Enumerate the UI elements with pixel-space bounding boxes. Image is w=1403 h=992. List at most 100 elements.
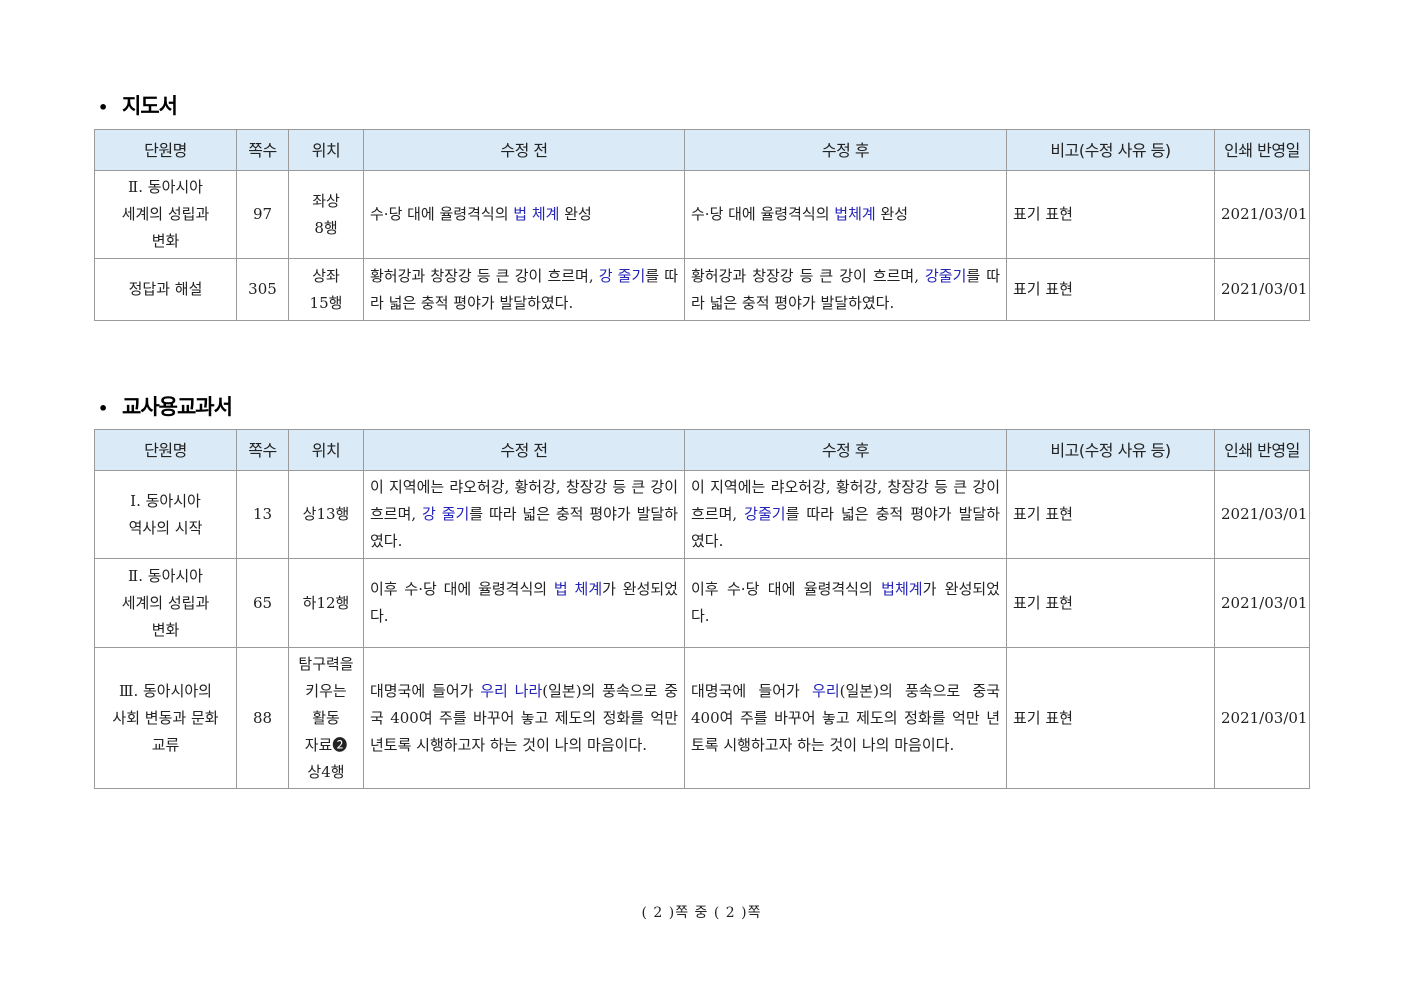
- before-cell: 이 지역에는 랴오허강, 황허강, 창장강 등 큰 강이 흐르며, 강 줄기를 …: [363, 470, 685, 559]
- table-row: Ⅰ. 동아시아 역사의 시작 13 상13행 이 지역에는 랴오허강, 황허강, 창장강…: [94, 470, 1310, 559]
- unit-line: 세계의 성립과: [121, 593, 210, 612]
- after-highlight: 우리: [812, 681, 840, 700]
- before-pre: 대명국에 들어가: [370, 681, 481, 700]
- print-date-cell: 2021/03/01: [1214, 558, 1310, 648]
- position-line: 상4행: [307, 762, 345, 781]
- unit-line: Ⅱ. 동아시아: [128, 566, 203, 585]
- unit-line: Ⅰ. 동아시아: [130, 491, 201, 510]
- after-cell: 이 지역에는 랴오허강, 황허강, 창장강 등 큰 강이 흐르며, 강줄기를 따…: [684, 470, 1007, 559]
- unit-line: 사회 변동과 문화: [112, 708, 219, 727]
- unit-line: 역사의 시작: [128, 518, 203, 537]
- print-date-cell: 2021/03/01: [1214, 470, 1310, 559]
- after-cell: 수·당 대에 율령격식의 법체계 완성: [684, 170, 1007, 259]
- unit-cell: Ⅲ. 동아시아의 사회 변동과 문화 교류: [94, 647, 237, 789]
- position-line: 좌상: [312, 191, 340, 210]
- before-pre: 수·당 대에 율령격식의: [370, 205, 514, 223]
- position-cell: 하12행: [288, 558, 364, 648]
- after-pre: 수·당 대에 율령격식의: [691, 205, 835, 223]
- revision-table-teacher-textbook: 단원명 쪽수 위치 수정 전 수정 후 비고(수정 사유 등) 인쇄 반영일 Ⅰ…: [94, 429, 1310, 789]
- unit-line: 변화: [151, 232, 180, 250]
- note-cell: 표기 표현: [1006, 470, 1215, 559]
- before-cell: 황허강과 창장강 등 큰 강이 흐르며, 강 줄기를 따라 넓은 충적 평야가 …: [363, 258, 685, 321]
- position-line: 8행: [314, 218, 338, 237]
- before-pre: 이후 수·당 대에 율령격식의: [370, 580, 554, 598]
- table-header-row: 단원명 쪽수 위치 수정 전 수정 후 비고(수정 사유 등) 인쇄 반영일: [94, 429, 1310, 471]
- before-pre: 황허강과 창장강 등 큰 강이 흐르며,: [370, 266, 599, 285]
- table-row: 정답과 해설 305 상좌 15행 황허강과 창장강 등 큰 강이 흐르며, 강 줄기를…: [94, 258, 1310, 321]
- position-cell: 좌상 8행: [288, 170, 364, 259]
- header-after: 수정 후: [684, 429, 1007, 471]
- unit-line: Ⅱ. 동아시아: [128, 178, 203, 196]
- after-post: 를 따라 넓은 충적 평야가 발달하였다.: [691, 505, 1000, 550]
- before-highlight: 강 줄기: [422, 505, 470, 523]
- before-post: 를 따라 넓은 충적 평야가 발달하였다.: [370, 505, 678, 550]
- note-cell: 표기 표현: [1006, 558, 1215, 648]
- before-highlight: 법 체계: [513, 205, 560, 223]
- after-cell: 황허강과 창장강 등 큰 강이 흐르며, 강줄기를 따라 넓은 충적 평야가 발…: [684, 258, 1007, 321]
- header-before: 수정 전: [363, 129, 685, 171]
- print-date-cell: 2021/03/01: [1214, 170, 1310, 259]
- header-after: 수정 후: [684, 129, 1007, 171]
- position-line: 활동: [312, 708, 340, 727]
- after-highlight: 강줄기: [924, 266, 967, 285]
- section-title-guidebook: • 지도서: [98, 94, 178, 118]
- revision-table-guidebook: 단원명 쪽수 위치 수정 전 수정 후 비고(수정 사유 등) 인쇄 반영일 Ⅱ…: [94, 129, 1310, 321]
- after-cell: 이후 수·당 대에 율령격식의 법체계가 완성되었다.: [684, 558, 1007, 648]
- position-line: 하12행: [302, 593, 350, 612]
- unit-line: 변화: [151, 620, 180, 639]
- header-position: 위치: [288, 429, 364, 471]
- before-post: 완성: [559, 205, 592, 223]
- bullet-icon: •: [98, 97, 108, 117]
- page-cell: 13: [236, 470, 289, 559]
- header-before: 수정 전: [363, 429, 685, 471]
- after-post: (일본)의 풍속으로 중국 400여 주를 바꾸어 놓고 제도의 정화를 억만 …: [691, 681, 1000, 754]
- position-line: 탐구력을: [298, 654, 354, 673]
- print-date-cell: 2021/03/01: [1214, 647, 1310, 789]
- position-line: 키우는: [305, 681, 347, 700]
- before-highlight: 우리 나라: [480, 681, 543, 700]
- header-note: 비고(수정 사유 등): [1006, 429, 1215, 471]
- header-unit: 단원명: [94, 129, 237, 171]
- after-pre: 황허강과 창장강 등 큰 강이 흐르며,: [691, 266, 925, 285]
- bullet-icon: •: [98, 398, 108, 418]
- before-pre: 이 지역에는 랴오허강, 황허강, 창장강 등 큰 강이 흐르며,: [370, 478, 678, 523]
- note-cell: 표기 표현: [1006, 258, 1215, 321]
- after-highlight: 법체계: [881, 580, 923, 598]
- before-post: 를 따라 넓은 충적 평야가 발달하였다.: [370, 266, 678, 312]
- unit-line: Ⅲ. 동아시아의: [118, 681, 212, 700]
- after-post: 가 완성되었다.: [691, 580, 1000, 625]
- after-post: 완성: [875, 205, 909, 223]
- header-print-date: 인쇄 반영일: [1214, 129, 1310, 171]
- after-highlight: 법체계: [834, 205, 876, 223]
- header-page: 쪽수: [236, 129, 289, 171]
- after-pre: 이후 수·당 대에 율령격식의: [691, 580, 882, 598]
- table-row: Ⅱ. 동아시아 세계의 성립과 변화 97 좌상 8행 수·당 대에 율령격식의 법 체계 …: [94, 170, 1310, 259]
- position-line: 자료❷: [304, 735, 348, 754]
- before-cell: 이후 수·당 대에 율령격식의 법 체계가 완성되었다.: [363, 558, 685, 648]
- note-cell: 표기 표현: [1006, 170, 1215, 259]
- page-cell: 305: [236, 258, 289, 321]
- header-position: 위치: [288, 129, 364, 171]
- before-post: (일본)의 풍속으로 중국 400여 주를 바꾸어 놓고 제도의 정화를 억만 …: [370, 681, 678, 754]
- page-cell: 88: [236, 647, 289, 789]
- header-unit: 단원명: [94, 429, 237, 471]
- position-cell: 상좌 15행: [288, 258, 364, 321]
- print-date-cell: 2021/03/01: [1214, 258, 1310, 321]
- page-footer: ( 2 )쪽 중 ( 2 )쪽: [641, 905, 762, 921]
- after-pre: 대명국에 들어가: [691, 681, 813, 700]
- after-cell: 대명국에 들어가 우리(일본)의 풍속으로 중국 400여 주를 바꾸어 놓고 …: [684, 647, 1007, 789]
- page-cell: 65: [236, 558, 289, 648]
- before-highlight: 강 줄기: [598, 266, 646, 285]
- position-line: 15행: [309, 293, 343, 312]
- note-cell: 표기 표현: [1006, 647, 1215, 789]
- unit-cell: 정답과 해설: [94, 258, 237, 321]
- after-highlight: 강줄기: [744, 505, 786, 523]
- before-cell: 수·당 대에 율령격식의 법 체계 완성: [363, 170, 685, 259]
- unit-line: 정답과 해설: [128, 280, 203, 298]
- position-line: 상13행: [302, 505, 350, 523]
- table-row: Ⅱ. 동아시아 세계의 성립과 변화 65 하12행 이후 수·당 대에 율령격식의 법 …: [94, 558, 1310, 648]
- before-highlight: 법 체계: [553, 580, 603, 598]
